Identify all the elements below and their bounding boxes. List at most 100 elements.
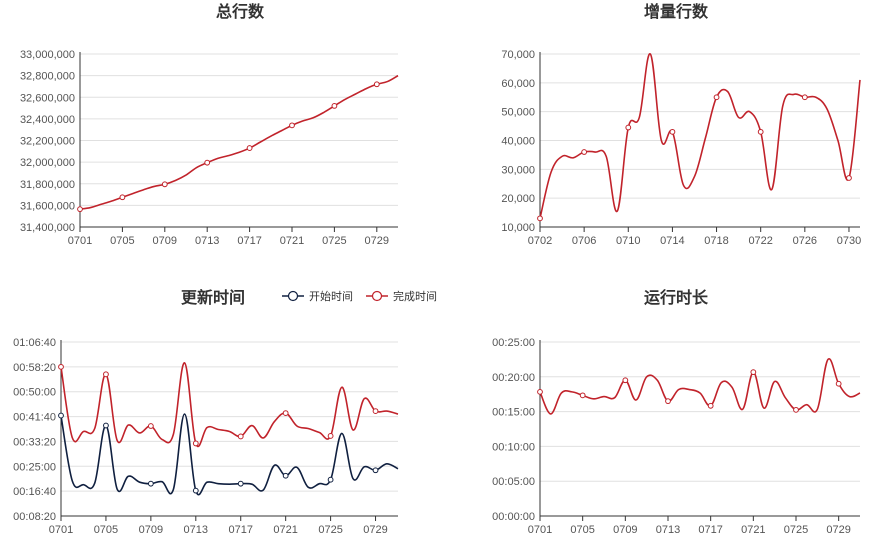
y-tick-label: 33,000,000 bbox=[20, 49, 75, 61]
data-point bbox=[103, 422, 109, 429]
x-tick-label: 0709 bbox=[139, 524, 163, 536]
data-point bbox=[707, 402, 714, 409]
data-point bbox=[246, 145, 253, 151]
data-point bbox=[204, 159, 211, 166]
legend-label: 完成时间 bbox=[393, 289, 437, 303]
x-tick-label: 0717 bbox=[698, 524, 722, 536]
y-tick-label: 00:41:40 bbox=[13, 412, 56, 424]
chart-title: 总行数 bbox=[216, 2, 265, 21]
data-point bbox=[537, 215, 543, 222]
legend-marker bbox=[287, 290, 299, 302]
data-point bbox=[282, 472, 289, 479]
data-point bbox=[622, 377, 629, 384]
legend-marker bbox=[371, 290, 383, 302]
y-tick-label: 50,000 bbox=[501, 107, 535, 119]
legend-item: 完成时间 bbox=[366, 289, 437, 303]
x-tick-label: 0702 bbox=[528, 235, 552, 247]
y-tick-label: 70,000 bbox=[501, 49, 535, 61]
y-tick-label: 20,000 bbox=[501, 193, 535, 205]
data-point bbox=[58, 412, 64, 419]
x-tick-label: 0714 bbox=[660, 235, 684, 247]
data-point bbox=[713, 94, 720, 101]
y-tick-label: 00:20:00 bbox=[492, 372, 535, 384]
data-point bbox=[665, 398, 671, 405]
y-tick-label: 00:50:00 bbox=[13, 387, 56, 399]
y-tick-label: 32,200,000 bbox=[20, 136, 75, 148]
series-line bbox=[60, 362, 399, 447]
y-tick-label: 32,400,000 bbox=[20, 114, 75, 126]
y-tick-label: 32,000,000 bbox=[20, 157, 75, 169]
chart-panel-4: 运行时长 00:00:00 00:05:00 00:10:00 00:15:00 00:2… bbox=[492, 288, 861, 536]
y-tick-label: 00:10:00 bbox=[492, 441, 535, 453]
y-tick-label: 00:25:00 bbox=[492, 337, 535, 349]
x-tick-label: 0713 bbox=[195, 235, 219, 247]
x-tick-label: 0717 bbox=[228, 524, 252, 536]
data-point bbox=[327, 476, 334, 483]
x-tick-label: 0725 bbox=[322, 235, 346, 247]
data-point bbox=[669, 128, 676, 135]
data-point bbox=[331, 103, 338, 109]
data-point bbox=[581, 149, 588, 155]
x-tick-label: 0722 bbox=[748, 235, 772, 247]
data-point bbox=[625, 124, 632, 131]
x-tick-label: 0726 bbox=[793, 235, 817, 247]
y-tick-label: 32,600,000 bbox=[20, 92, 75, 104]
data-point bbox=[793, 406, 799, 413]
chart-panel-1: 总行数 31,400,000 31,600,000 31,800,000 32,000,… bbox=[20, 2, 399, 247]
x-tick-label: 0729 bbox=[826, 524, 850, 536]
y-tick-label: 01:06:40 bbox=[13, 337, 56, 349]
data-point bbox=[801, 94, 808, 101]
y-tick-label: 00:00:00 bbox=[492, 511, 535, 523]
x-tick-label: 0725 bbox=[784, 524, 808, 536]
x-tick-label: 0701 bbox=[68, 235, 92, 247]
chart-panel-2: 增量行数 10,000 20,000 30,000 40,000 50,000 60,000… bbox=[501, 2, 861, 247]
data-point bbox=[192, 440, 199, 447]
series-line bbox=[60, 413, 399, 496]
data-point bbox=[289, 122, 295, 129]
x-tick-label: 0713 bbox=[184, 524, 208, 536]
data-point bbox=[192, 487, 199, 494]
data-point bbox=[161, 181, 168, 188]
x-tick-label: 0705 bbox=[94, 524, 118, 536]
series-line bbox=[539, 53, 861, 219]
x-tick-label: 0706 bbox=[572, 235, 596, 247]
chart-title: 运行时长 bbox=[644, 288, 709, 307]
data-point bbox=[372, 467, 379, 474]
y-tick-label: 40,000 bbox=[501, 136, 535, 148]
data-point bbox=[147, 423, 154, 429]
data-point bbox=[750, 369, 757, 376]
y-tick-label: 00:08:20 bbox=[13, 511, 56, 523]
data-point bbox=[372, 408, 379, 415]
y-tick-label: 00:15:00 bbox=[492, 407, 535, 419]
legend: 开始时间 完成时间 bbox=[282, 289, 437, 303]
x-tick-label: 0709 bbox=[613, 524, 637, 536]
x-tick-label: 0725 bbox=[318, 524, 342, 536]
y-tick-label: 00:33:20 bbox=[13, 436, 56, 448]
data-point bbox=[237, 433, 244, 440]
x-tick-label: 0701 bbox=[528, 524, 552, 536]
data-point bbox=[147, 480, 154, 487]
x-tick-label: 0701 bbox=[49, 524, 73, 536]
data-point bbox=[119, 194, 126, 201]
data-point bbox=[77, 206, 83, 213]
series-line bbox=[79, 74, 399, 210]
x-tick-label: 0721 bbox=[280, 235, 304, 247]
x-tick-label: 0713 bbox=[656, 524, 680, 536]
legend-item: 开始时间 bbox=[282, 289, 353, 303]
y-tick-label: 31,400,000 bbox=[20, 222, 75, 234]
y-tick-label: 00:58:20 bbox=[13, 362, 56, 374]
x-tick-label: 0729 bbox=[363, 524, 387, 536]
x-tick-label: 0721 bbox=[273, 524, 297, 536]
x-tick-label: 0705 bbox=[570, 524, 594, 536]
y-tick-label: 00:05:00 bbox=[492, 476, 535, 488]
data-point bbox=[846, 175, 852, 181]
y-tick-label: 31,800,000 bbox=[20, 179, 75, 191]
data-point bbox=[835, 380, 842, 387]
data-point bbox=[103, 371, 109, 378]
y-tick-label: 10,000 bbox=[501, 222, 535, 234]
data-point bbox=[373, 81, 380, 88]
data-point bbox=[757, 128, 764, 135]
chart-title: 增量行数 bbox=[644, 2, 709, 21]
x-tick-label: 0710 bbox=[616, 235, 640, 247]
